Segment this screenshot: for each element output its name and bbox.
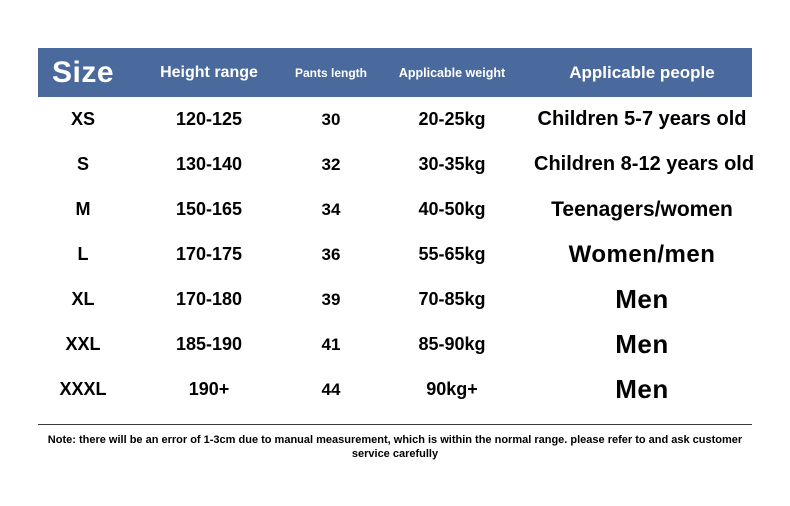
header-pants-length: Pants length bbox=[294, 65, 367, 80]
applicable-weight-cell: 30-35kg bbox=[418, 154, 486, 174]
applicable-people-cell: Teenagers/women bbox=[551, 197, 733, 221]
bottom-divider bbox=[38, 424, 752, 425]
size-cell: XS bbox=[70, 109, 95, 129]
pants-length-cell: 44 bbox=[321, 379, 341, 399]
table-row: XL 170-180 39 70-85kg Men bbox=[38, 277, 752, 322]
table-row: S 130-140 32 30-35kg Children 8-12 years old bbox=[38, 142, 755, 187]
applicable-people-cell: Men bbox=[615, 374, 669, 404]
applicable-weight-cell: 90kg+ bbox=[426, 379, 478, 399]
applicable-weight-cell: 85-90kg bbox=[418, 334, 486, 354]
header-row: Size Height range Pants length Applicabl… bbox=[38, 48, 752, 97]
table-body: XS 120-125 30 20-25kg Children 5-7 years old… bbox=[38, 97, 755, 412]
pants-length-cell: 32 bbox=[321, 154, 341, 174]
pants-length-cell: 34 bbox=[321, 199, 341, 219]
table-row: XXL 185-190 41 85-90kg Men bbox=[38, 322, 752, 367]
table-row: L 170-175 36 55-65kg Women/men bbox=[38, 232, 752, 277]
header-applicable-weight: Applicable weight bbox=[398, 65, 506, 80]
pants-length-cell: 36 bbox=[321, 244, 341, 264]
size-cell: XXXL bbox=[59, 379, 107, 399]
size-cell: XL bbox=[71, 289, 95, 309]
header-size: Size bbox=[51, 55, 115, 89]
applicable-weight-cell: 20-25kg bbox=[418, 109, 486, 129]
applicable-people-cell: Children 5-7 years old bbox=[537, 108, 747, 130]
table-row: XS 120-125 30 20-25kg Children 5-7 years old bbox=[38, 97, 752, 142]
measurement-note: Note: there will be an error of 1-3cm du… bbox=[47, 434, 743, 460]
applicable-weight-cell: 40-50kg bbox=[418, 199, 486, 219]
applicable-weight-cell: 70-85kg bbox=[418, 289, 486, 309]
size-cell: L bbox=[77, 244, 89, 264]
applicable-weight-cell: 55-65kg bbox=[418, 244, 486, 264]
height-range-cell: 170-175 bbox=[175, 244, 243, 264]
size-cell: S bbox=[76, 154, 89, 174]
pants-length-cell: 30 bbox=[321, 109, 341, 129]
applicable-people-cell: Women/men bbox=[568, 240, 716, 268]
height-range-cell: 120-125 bbox=[175, 109, 243, 129]
applicable-people-cell: Children 8-12 years old bbox=[534, 153, 755, 175]
size-chart-table: Size Height range Pants length Applicabl… bbox=[38, 48, 755, 412]
height-range-cell: 190+ bbox=[188, 379, 230, 399]
height-range-cell: 185-190 bbox=[175, 334, 243, 354]
table-row: M 150-165 34 40-50kg Teenagers/women bbox=[38, 187, 752, 232]
size-cell: XXL bbox=[65, 334, 101, 354]
table-header: Size Height range Pants length Applicabl… bbox=[38, 48, 752, 97]
height-range-cell: 170-180 bbox=[175, 289, 243, 309]
height-range-cell: 130-140 bbox=[175, 154, 243, 174]
header-height-range: Height range bbox=[160, 63, 258, 81]
header-applicable-people: Applicable people bbox=[569, 62, 715, 82]
size-cell: M bbox=[75, 199, 91, 219]
applicable-people-cell: Men bbox=[615, 284, 669, 314]
pants-length-cell: 39 bbox=[321, 289, 341, 309]
pants-length-cell: 41 bbox=[321, 334, 341, 354]
applicable-people-cell: Men bbox=[615, 329, 669, 359]
table-row: XXXL 190+ 44 90kg+ Men bbox=[38, 367, 752, 412]
height-range-cell: 150-165 bbox=[175, 199, 243, 219]
